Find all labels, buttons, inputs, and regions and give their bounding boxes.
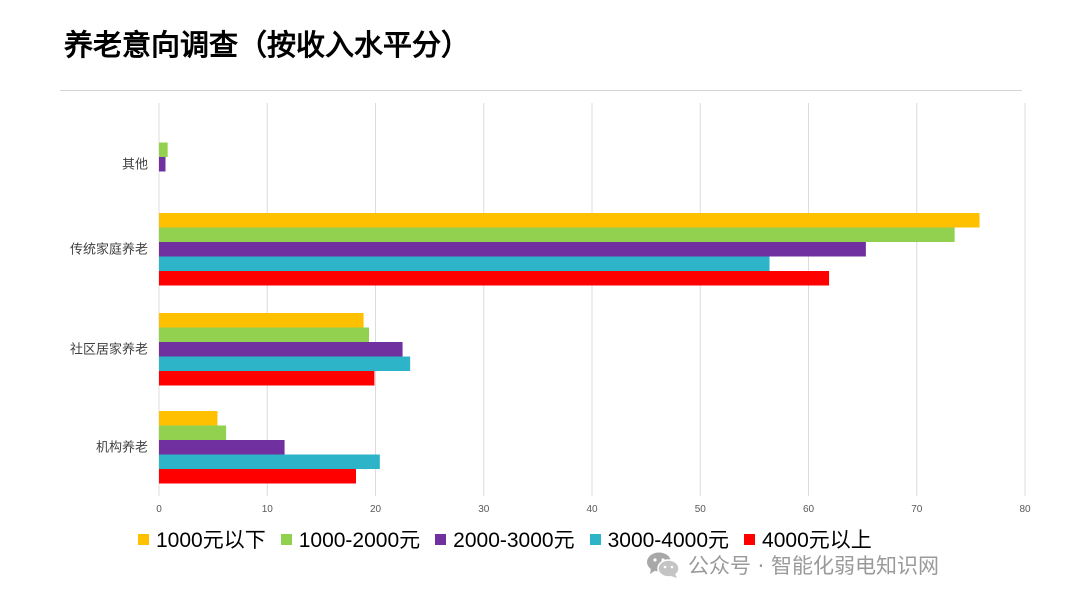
legend-item: 1000-2000元 (280, 524, 421, 554)
bar-3-series-3 (159, 342, 403, 357)
watermark-text: 公众号 · 智能化弱电知识网 (688, 554, 940, 578)
legend-label: 3000-4000元 (607, 529, 730, 552)
category-label: 社区居家养老 (70, 341, 148, 357)
legend-label: 1000元以下 (156, 529, 266, 552)
x-tick-label: 30 (478, 504, 490, 515)
category-label: 机构养老 (96, 439, 148, 455)
legend-item: 2000-3000元 (435, 524, 575, 554)
category-label: 其他 (122, 157, 148, 172)
legend-item: 3000-4000元 (589, 524, 730, 554)
bar-1-series-2 (159, 142, 168, 157)
bar-2-series-1 (159, 213, 980, 228)
legend-swatch (589, 533, 601, 545)
watermark: 公众号 · 智能化弱电知识网 (646, 550, 939, 580)
bar-3-series-2 (159, 327, 370, 342)
x-axis-ticks: 0 10 20 30 40 50 60 70 80 (156, 504, 1031, 515)
bar-2-series-4 (159, 256, 770, 271)
bar-2-series-5 (159, 271, 830, 286)
legend-label: 1000-2000元 (298, 529, 421, 552)
bar-4-series-2 (159, 425, 227, 440)
x-tick-label: 80 (1019, 504, 1031, 515)
legend-swatch (280, 533, 292, 545)
x-tick-label: 70 (911, 504, 923, 515)
legend-swatch (744, 533, 756, 545)
bar-2-series-3 (159, 242, 866, 257)
bar-3-series-4 (159, 356, 411, 371)
x-tick-label: 0 (156, 504, 162, 515)
x-tick-label: 50 (695, 504, 707, 515)
bar-3-series-5 (159, 371, 375, 386)
legend-label: 4000元以上 (762, 529, 872, 552)
bar-4-series-1 (159, 411, 218, 426)
legend-swatch (435, 533, 447, 545)
bar-2-series-2 (159, 227, 955, 242)
bar-3-series-1 (159, 313, 364, 328)
slide-title: 养老意向调查（按收入水平分） (64, 28, 471, 62)
wechat-icon (647, 552, 680, 578)
legend-item: 1000元以下 (138, 524, 266, 554)
legend: 1000元以下 1000-2000元 2000-3000元 3000-4000元 400… (138, 524, 887, 554)
bar-1-series-3 (159, 157, 166, 172)
bars (159, 142, 980, 484)
bar-4-series-4 (159, 454, 380, 469)
bar-4-series-3 (159, 440, 285, 455)
x-tick-label: 20 (370, 504, 382, 515)
x-tick-label: 60 (803, 504, 815, 515)
legend-label: 2000-3000元 (453, 529, 575, 552)
title-divider (60, 90, 1022, 91)
legend-swatch (138, 533, 149, 545)
x-tick-label: 10 (262, 504, 274, 515)
x-tick-label: 40 (586, 504, 598, 515)
bar-4-series-5 (159, 469, 357, 484)
gridlines (158, 103, 1026, 496)
category-label: 传统家庭养老 (70, 241, 148, 257)
legend-item: 4000元以上 (744, 524, 872, 554)
